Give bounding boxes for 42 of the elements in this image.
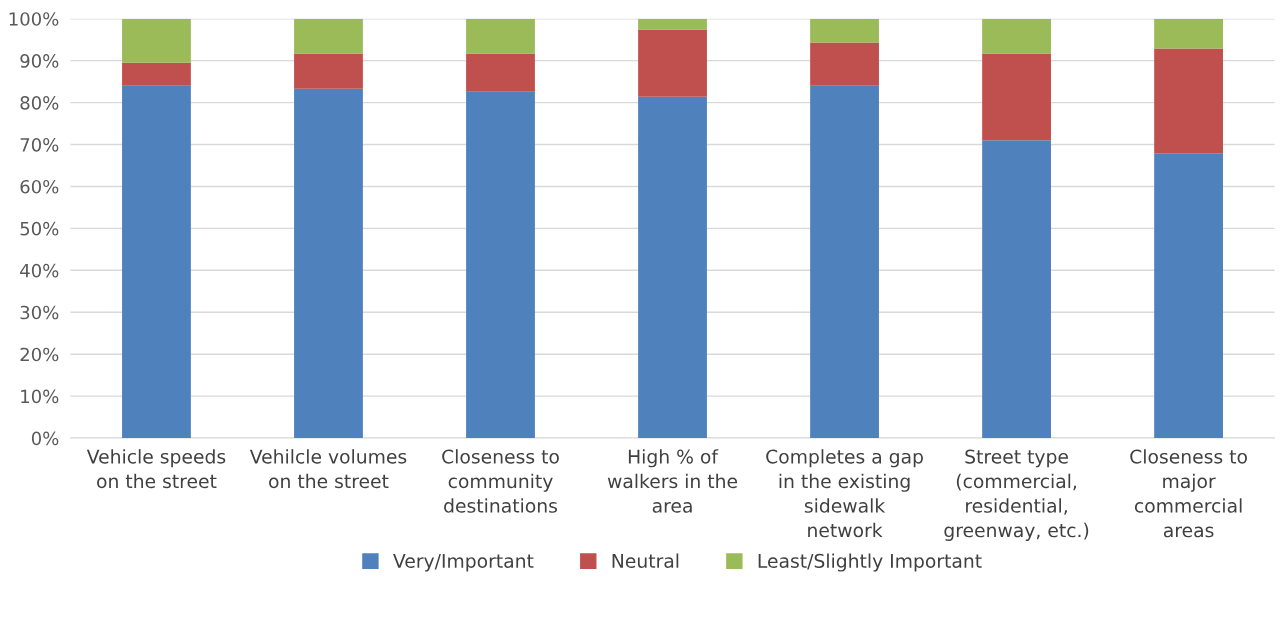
bar	[466, 18, 535, 54]
y-tick-label: 70%	[20, 137, 59, 152]
y-tick-label: 30%	[20, 305, 59, 320]
x-tick-label: Closeness to community destinations	[442, 449, 559, 513]
x-tick-label: Vehilcle volumes on the street	[249, 449, 407, 489]
bar	[122, 18, 191, 63]
bar	[638, 29, 707, 97]
bar	[810, 18, 879, 43]
bar	[982, 18, 1051, 54]
y-tick-label: 0%	[31, 431, 59, 446]
y-tick-label: 100%	[9, 12, 59, 26]
bar	[638, 18, 707, 30]
bar	[294, 18, 363, 54]
y-tick-label: 40%	[20, 263, 59, 278]
bar	[638, 96, 707, 439]
bar	[122, 62, 191, 86]
bar	[466, 91, 535, 439]
x-tick-label: Street type (commercial, residential, greenway, etc.)	[944, 449, 1089, 541]
bar	[294, 53, 363, 89]
legend-label: Least/Slightly Important	[758, 553, 982, 572]
bar	[982, 53, 1051, 141]
bar	[810, 42, 879, 86]
bar	[982, 140, 1051, 439]
x-tick-label: Completes a gap in the existing sidewalk network	[766, 449, 923, 538]
y-tick-label: 10%	[21, 389, 59, 404]
x-tick-label: Vehicle speeds on the street	[86, 449, 226, 489]
bar	[810, 85, 879, 439]
bar	[122, 85, 191, 439]
bar	[1154, 48, 1223, 154]
y-tick-label: 20%	[20, 347, 59, 362]
bar	[466, 53, 535, 92]
bar	[294, 88, 363, 439]
bar	[1154, 153, 1223, 439]
y-tick-label: 60%	[20, 179, 59, 194]
y-tick-label: 50%	[20, 221, 59, 236]
x-tick-label: High % of walkers in the area	[607, 449, 738, 513]
x-tick-label: Closeness to major commercial areas	[1130, 449, 1247, 538]
y-tick-label: 90%	[20, 54, 59, 68]
legend-label: Neutral	[612, 553, 679, 568]
y-tick-label: 80%	[20, 96, 59, 110]
legend-label: Very/Important	[393, 554, 534, 572]
bar	[1154, 18, 1223, 49]
